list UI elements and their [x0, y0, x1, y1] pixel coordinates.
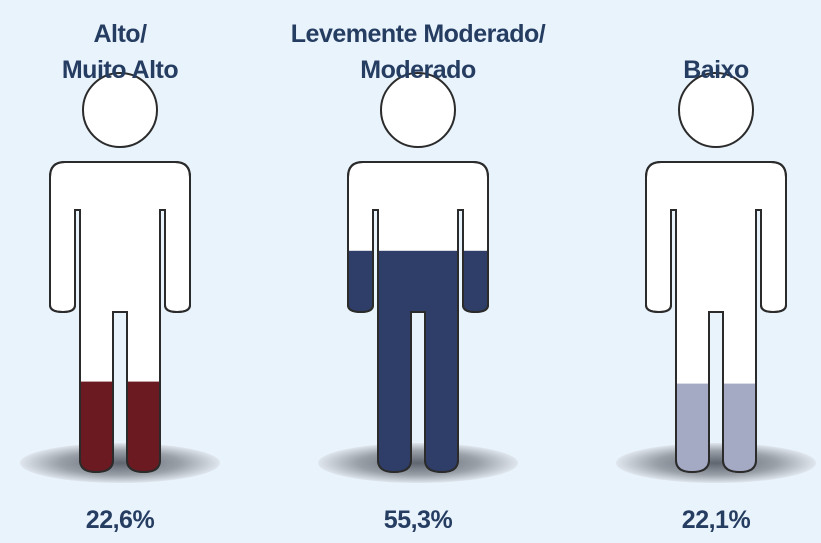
- shadow: [20, 443, 220, 483]
- value-label: 22,1%: [681, 506, 751, 534]
- category-label: Baixo: [683, 56, 749, 84]
- category-label: Alto/ Muito Alto: [61, 20, 179, 84]
- shadow: [318, 443, 518, 483]
- value-label: 22,6%: [85, 506, 155, 534]
- figure-outline: [49, 161, 191, 474]
- figure-outline: [645, 161, 787, 474]
- value-label: 55,3%: [383, 506, 453, 534]
- fill-level: [348, 250, 488, 472]
- figure-head: [678, 72, 754, 148]
- shadow: [616, 443, 816, 483]
- figure-head: [380, 72, 456, 148]
- figure-outline: [347, 161, 489, 474]
- figure-body: [645, 161, 787, 474]
- category-label: Levemente Moderado/ Moderado: [290, 20, 546, 84]
- figure-head: [82, 72, 158, 148]
- figure-body: [347, 161, 489, 474]
- figure-body: [49, 161, 191, 474]
